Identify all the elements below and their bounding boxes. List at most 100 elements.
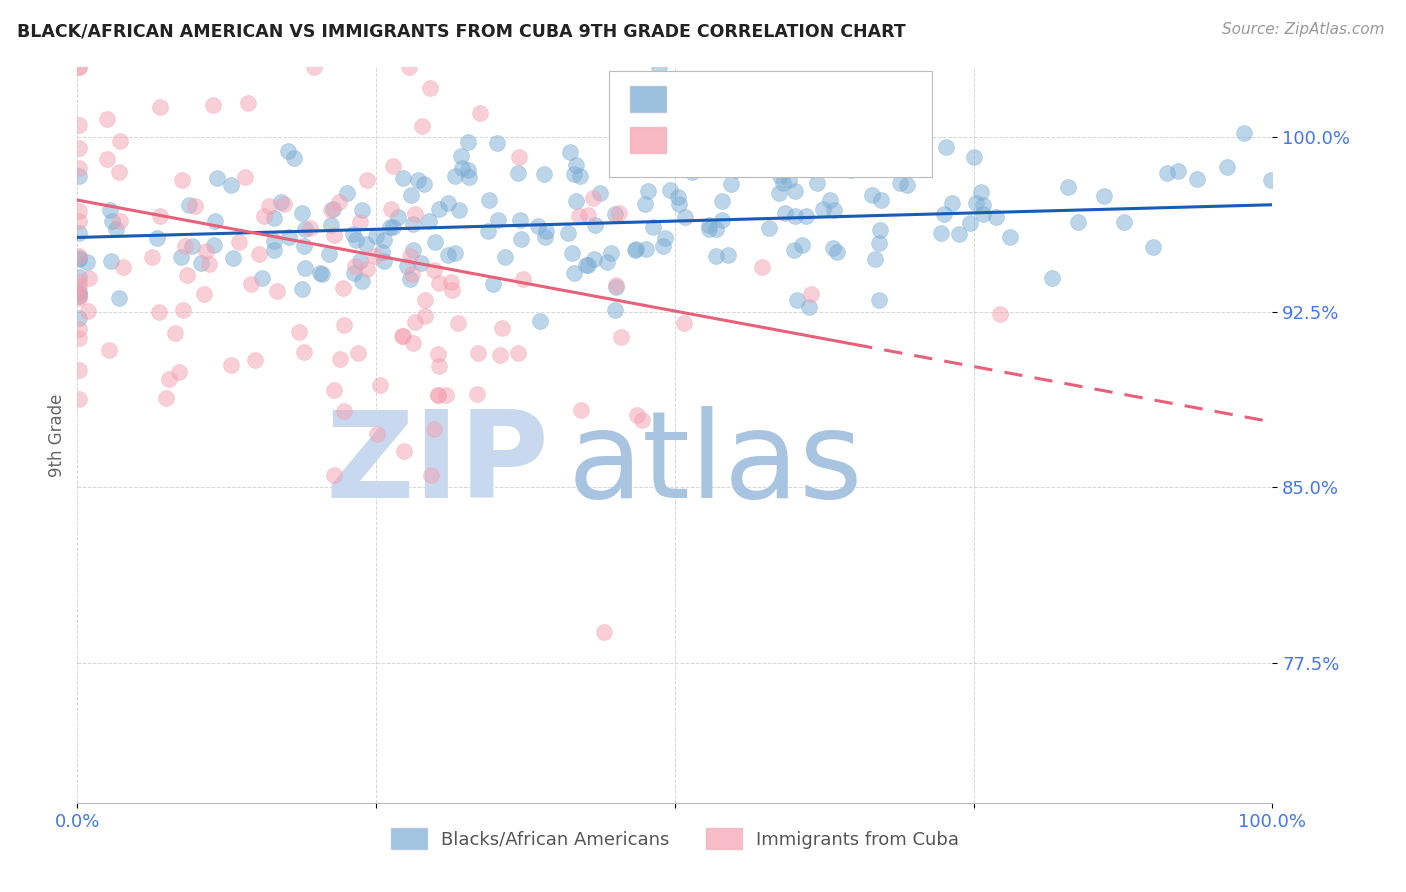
Point xyxy=(673,210,696,224)
Point xyxy=(506,346,529,360)
Point xyxy=(772,176,794,190)
Point xyxy=(157,372,180,386)
Point xyxy=(344,259,367,273)
Point xyxy=(263,211,285,226)
Point xyxy=(194,244,217,258)
Point xyxy=(478,193,501,207)
Point xyxy=(398,271,420,285)
Point xyxy=(450,149,472,163)
Point xyxy=(634,242,657,256)
Point xyxy=(846,155,869,169)
Point xyxy=(800,286,823,301)
Point xyxy=(402,335,425,350)
Point xyxy=(401,267,423,281)
Point xyxy=(333,403,356,417)
Text: Source: ZipAtlas.com: Source: ZipAtlas.com xyxy=(1222,22,1385,37)
Point xyxy=(707,102,730,116)
Point xyxy=(352,274,374,288)
Point xyxy=(592,625,614,640)
Point xyxy=(494,250,516,264)
Point xyxy=(457,135,479,149)
Point xyxy=(323,467,346,482)
Point xyxy=(356,261,378,276)
Y-axis label: 9th Grade: 9th Grade xyxy=(48,393,66,476)
Point xyxy=(322,384,344,398)
Point xyxy=(391,329,413,343)
Point xyxy=(720,178,742,192)
Point xyxy=(512,272,534,286)
Point xyxy=(1167,164,1189,178)
Point xyxy=(98,343,121,357)
Point xyxy=(427,359,450,373)
Point xyxy=(666,189,689,203)
Point xyxy=(193,286,215,301)
Point xyxy=(603,302,626,317)
Point xyxy=(67,161,90,175)
Point xyxy=(863,252,886,266)
Point xyxy=(67,169,90,183)
Point xyxy=(292,239,315,253)
Point xyxy=(413,310,436,324)
Point xyxy=(273,197,295,211)
Point xyxy=(681,165,703,179)
Point xyxy=(373,254,395,268)
Point xyxy=(626,408,648,422)
Point xyxy=(108,165,131,179)
Point xyxy=(67,362,90,376)
Point xyxy=(797,300,820,314)
Point xyxy=(318,247,340,261)
Point xyxy=(624,242,647,256)
Point xyxy=(419,81,441,95)
Point xyxy=(806,176,828,190)
Point xyxy=(436,248,458,262)
Point xyxy=(67,249,90,263)
Point xyxy=(558,145,581,160)
Point xyxy=(1260,173,1282,187)
Point xyxy=(783,243,806,257)
Point xyxy=(565,194,588,208)
Point xyxy=(266,284,288,298)
Point xyxy=(477,223,499,237)
Point xyxy=(420,467,443,482)
Point xyxy=(1114,215,1136,229)
Point xyxy=(988,307,1011,321)
Point xyxy=(349,215,371,229)
Point xyxy=(67,275,90,289)
Text: ZIP: ZIP xyxy=(326,406,550,523)
Point xyxy=(354,237,377,252)
Point xyxy=(506,165,529,179)
Point xyxy=(263,244,285,258)
Point xyxy=(998,230,1021,244)
Point xyxy=(870,193,893,207)
Point xyxy=(1216,160,1239,174)
Point xyxy=(308,266,330,280)
Point xyxy=(418,214,440,228)
Point xyxy=(868,293,890,307)
Point xyxy=(422,262,444,277)
Point xyxy=(292,345,315,359)
Point xyxy=(167,365,190,379)
Point xyxy=(529,314,551,328)
Point xyxy=(1142,240,1164,254)
Point xyxy=(263,234,285,248)
Point xyxy=(350,203,373,218)
Point xyxy=(302,60,325,74)
Point xyxy=(582,191,605,205)
Point xyxy=(641,220,664,235)
Point xyxy=(963,150,986,164)
Point xyxy=(605,277,627,292)
Point xyxy=(391,329,413,343)
Point xyxy=(368,378,391,392)
Point xyxy=(236,95,259,110)
Point xyxy=(67,118,90,132)
Point xyxy=(67,322,90,336)
Point xyxy=(322,228,344,243)
Point xyxy=(413,178,436,192)
Point xyxy=(332,281,354,295)
Point xyxy=(932,207,955,221)
Point xyxy=(583,252,606,266)
Point xyxy=(510,232,533,246)
Point xyxy=(413,293,436,307)
Point xyxy=(333,318,356,333)
Point xyxy=(402,243,425,257)
